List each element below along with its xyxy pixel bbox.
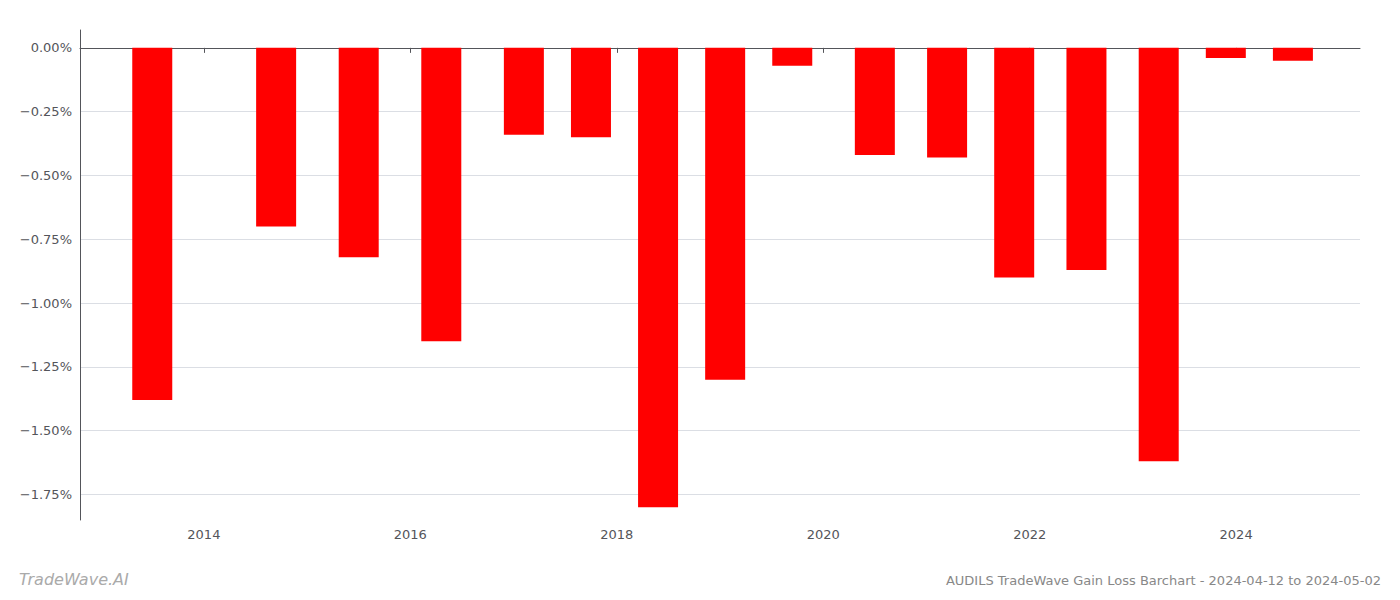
svg-text:−0.75%: −0.75%: [20, 232, 72, 247]
svg-text:2024: 2024: [1220, 527, 1253, 542]
svg-text:2016: 2016: [394, 527, 427, 542]
svg-text:TradeWave.AI: TradeWave.AI: [19, 570, 129, 589]
svg-text:−0.25%: −0.25%: [20, 104, 72, 119]
svg-text:2014: 2014: [187, 527, 220, 542]
svg-text:AUDILS TradeWave Gain Loss Bar: AUDILS TradeWave Gain Loss Barchart - 20…: [946, 573, 1381, 588]
svg-text:2018: 2018: [600, 527, 633, 542]
svg-text:−1.00%: −1.00%: [20, 296, 72, 311]
svg-text:−1.75%: −1.75%: [20, 487, 72, 502]
svg-text:−0.50%: −0.50%: [20, 168, 72, 183]
svg-text:0.00%: 0.00%: [31, 40, 72, 55]
svg-text:−1.50%: −1.50%: [20, 423, 72, 438]
svg-text:−1.25%: −1.25%: [20, 359, 72, 374]
svg-text:2022: 2022: [1013, 527, 1046, 542]
svg-text:2020: 2020: [807, 527, 840, 542]
